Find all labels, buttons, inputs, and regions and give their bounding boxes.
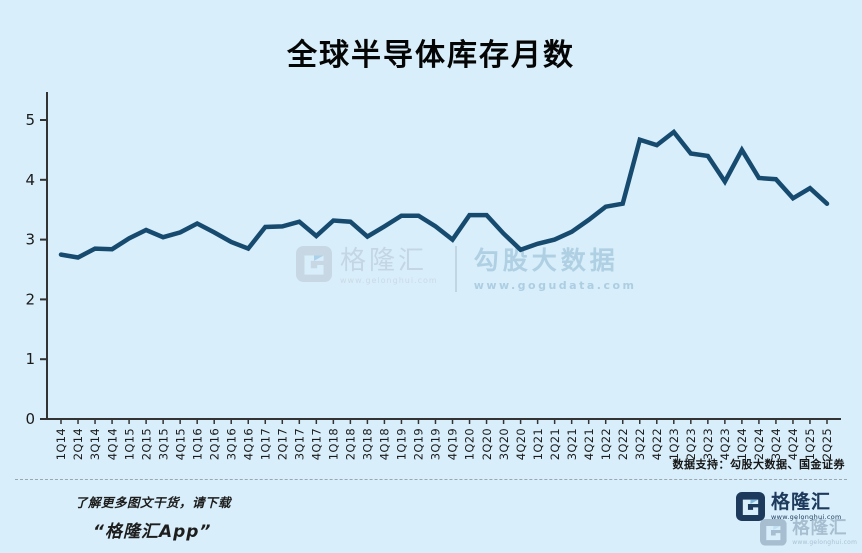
watermark-gogudata-name: 勾股大数据 [473, 246, 619, 275]
gelonghui-logo-icon [736, 492, 765, 521]
x-tick-label: 4Q18 [378, 428, 392, 460]
x-tick-label: 3Q21 [565, 428, 579, 460]
watermark-gogudata-url: www.gogudata.com [473, 279, 637, 292]
x-tick-label: 4Q23 [718, 428, 732, 460]
x-tick-label: 4Q22 [650, 428, 664, 460]
watermark-gogudata: 勾股大数据 www.gogudata.com [474, 246, 637, 292]
y-tick-label: 0 [25, 410, 35, 428]
x-tick-label: 2Q22 [616, 428, 630, 460]
x-tick-label: 2Q14 [71, 428, 85, 460]
axis-lines [46, 92, 841, 420]
x-tick-label: 3Q16 [224, 428, 238, 460]
footer-logo-url: www.gelonghui.com [771, 513, 842, 521]
y-tick-label: 1 [25, 350, 35, 368]
x-tick-label: 2Q25 [820, 428, 834, 460]
x-tick-label: 1Q14 [54, 428, 68, 460]
x-tick-label: 3Q18 [361, 428, 375, 460]
x-tick-label: 4Q24 [786, 428, 800, 460]
footer-logo: 格隆汇 www.gelonghui.com [736, 492, 846, 521]
x-tick-label: 2Q21 [548, 428, 562, 460]
x-tick-label: 4Q19 [446, 428, 460, 460]
footer-logo-name: 格隆汇 [771, 491, 832, 513]
x-tick-label: 1Q23 [667, 428, 681, 460]
watermark-divider [454, 246, 457, 292]
x-tick-label: 1Q15 [122, 428, 136, 460]
watermark-gelonghui-url: www.gelonghui.com [340, 276, 438, 285]
x-tick-label: 2Q23 [684, 428, 698, 460]
x-tick-label: 4Q14 [105, 428, 119, 460]
x-tick-label: 1Q21 [531, 428, 545, 460]
promo-text: 了解更多图文干货，请下载 [75, 495, 232, 510]
x-tick-label: 1Q24 [735, 428, 749, 460]
footer-logo-url: www.gelonghui.com [792, 538, 858, 546]
x-tick-label: 3Q15 [156, 428, 170, 460]
x-tick-label: 3Q23 [701, 428, 715, 460]
x-tick-label: 4Q17 [310, 428, 324, 460]
x-tick-label: 3Q24 [769, 428, 783, 460]
x-tick-label: 2Q17 [276, 428, 290, 460]
x-tick-label: 1Q17 [259, 428, 273, 460]
x-tick-label: 2Q16 [207, 428, 221, 460]
x-tick-label: 1Q19 [395, 428, 409, 460]
x-tick-label: 3Q19 [429, 428, 443, 460]
x-tick-label: 2Q19 [412, 428, 426, 460]
x-tick-label: 2Q24 [752, 428, 766, 460]
x-tick-label: 2Q18 [344, 428, 358, 460]
x-tick-label: 3Q17 [293, 428, 307, 460]
x-tick-label: 1Q18 [327, 428, 341, 460]
x-tick-label: 1Q20 [463, 428, 477, 460]
y-tick-label: 5 [25, 111, 35, 129]
promo-app-name: “格隆汇App” [93, 522, 212, 542]
footer-logo-name: 格隆汇 [792, 518, 848, 539]
x-tick-label: 4Q20 [514, 428, 528, 460]
x-tick-label: 4Q15 [173, 428, 187, 460]
x-tick-label: 1Q16 [190, 428, 204, 460]
footer-promo: 了解更多图文干货，请下载 “格隆汇App” [75, 492, 231, 542]
watermark: 格隆汇 www.gelonghui.com 勾股大数据 www.gogudata… [296, 246, 637, 292]
x-tick-label: 3Q22 [633, 428, 647, 460]
watermark-gelonghui-name: 格隆汇 [340, 246, 428, 276]
x-tick-label: 1Q25 [803, 428, 817, 460]
x-tick-label: 3Q20 [497, 428, 511, 460]
chart-title: 全球半导体库存月数 [287, 38, 575, 73]
footer-divider [15, 479, 847, 480]
gelonghui-logo-icon [296, 246, 332, 282]
y-tick-label: 2 [25, 290, 35, 308]
footer-logo-block: 格隆汇 www.gelonghui.com 格隆汇 www.gelonghui.… [736, 492, 857, 550]
x-tick-label: 4Q21 [582, 428, 596, 460]
x-tick-label: 1Q22 [599, 428, 613, 460]
y-tick-label: 4 [25, 171, 35, 189]
inventory-months-line [58, 128, 830, 260]
x-tick-label: 4Q16 [241, 428, 255, 460]
watermark-gelonghui: 格隆汇 www.gelonghui.com [296, 246, 438, 285]
x-tick-label: 2Q20 [480, 428, 494, 460]
source-note: 数据支持：勾股大数据、国金证券 [672, 458, 845, 471]
x-tick-label: 2Q15 [139, 428, 153, 460]
footer-logo-reflection: 格隆汇 www.gelonghui.com [760, 519, 857, 546]
y-tick-label: 3 [25, 231, 35, 249]
gelonghui-logo-icon [760, 519, 787, 546]
x-tick-label: 3Q14 [88, 428, 102, 460]
